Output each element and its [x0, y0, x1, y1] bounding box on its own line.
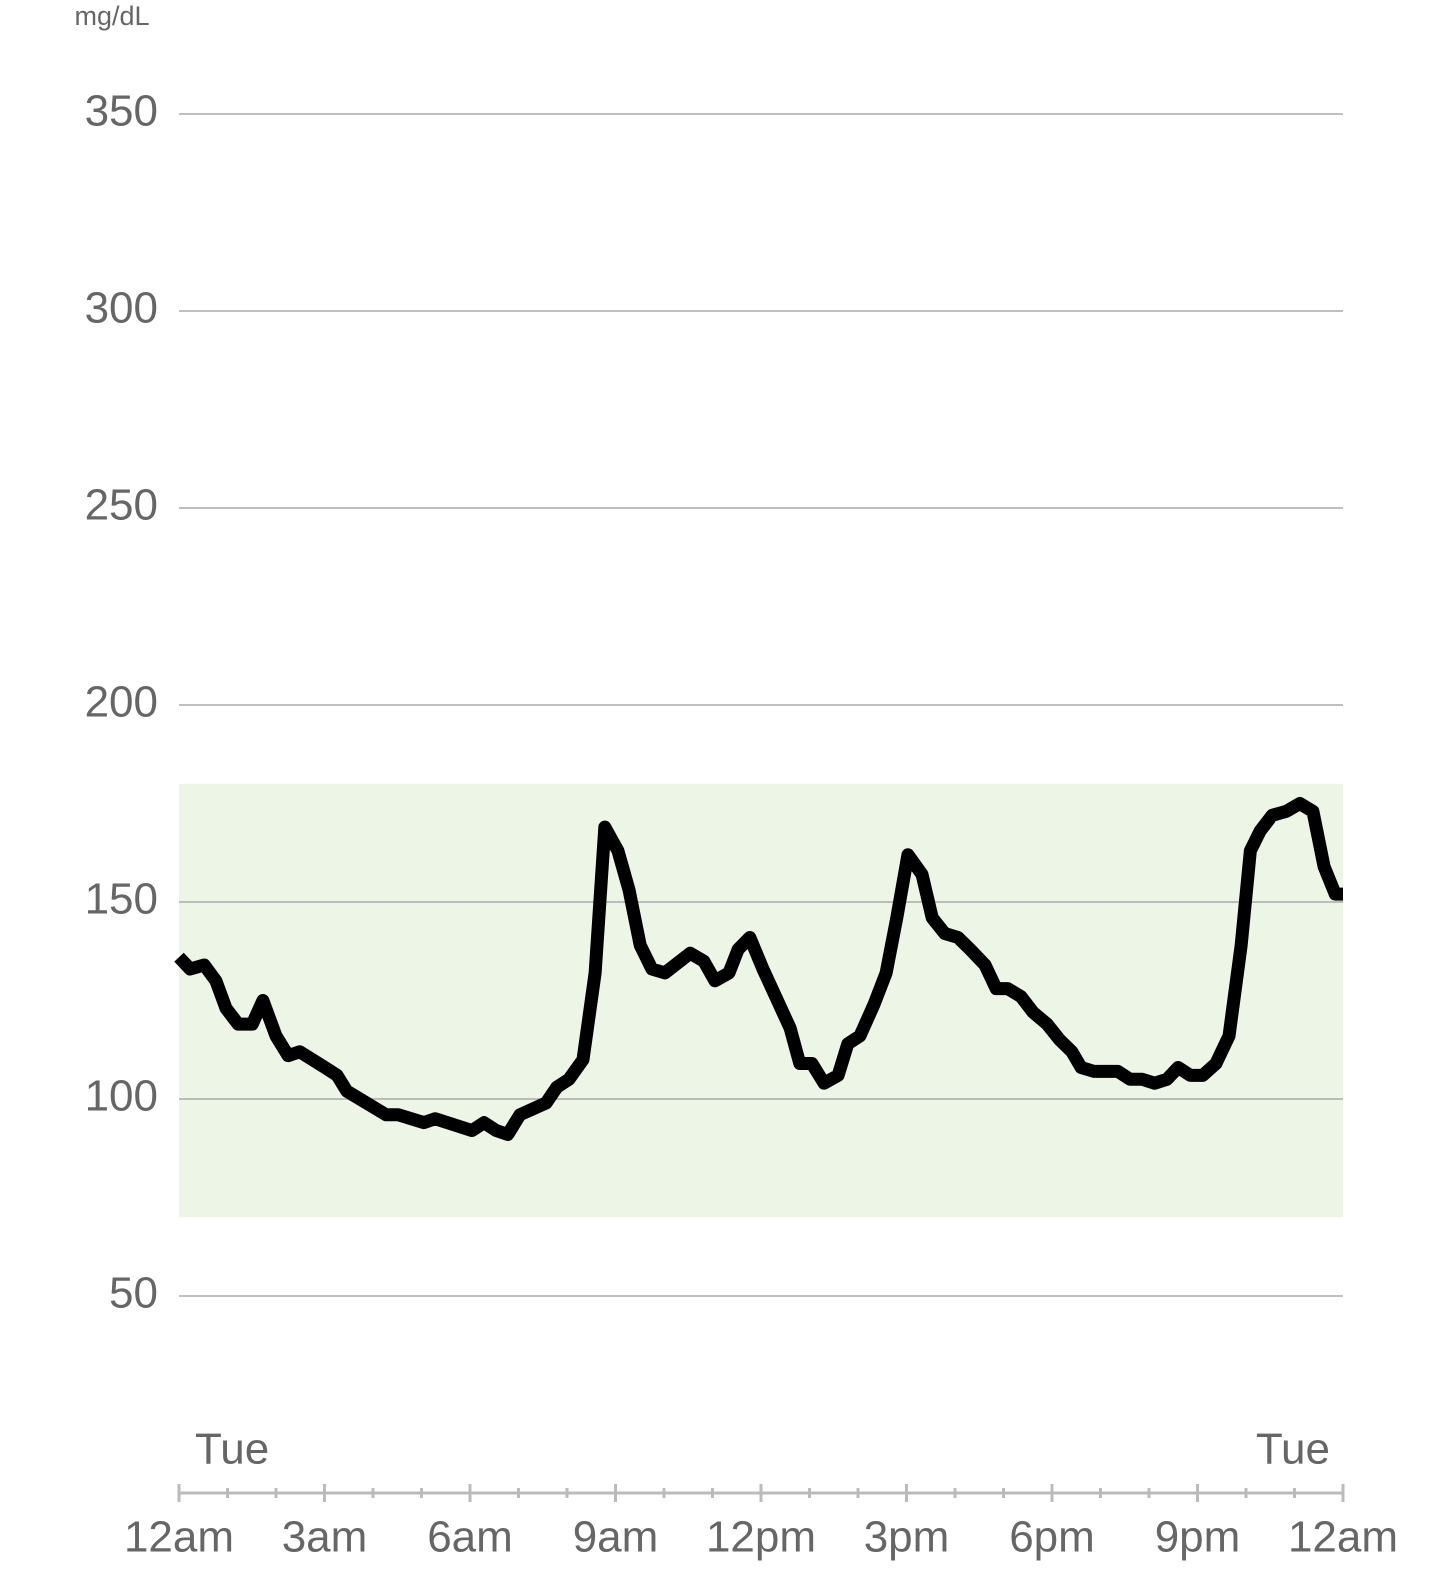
x-tick-label: 12am [124, 1513, 234, 1562]
x-tick-label: 12am [1288, 1513, 1398, 1562]
y-tick-label: 200 [85, 678, 158, 727]
x-tick-label: 6am [427, 1513, 513, 1562]
y-unit-label: mg/dL [74, 1, 149, 31]
x-tick-label: 6pm [1009, 1513, 1095, 1562]
y-tick-label: 50 [109, 1269, 158, 1318]
y-tick-label: 150 [85, 875, 158, 924]
y-tick-label: 250 [85, 481, 158, 530]
target-range [179, 783, 1343, 1218]
y-tick-label: 300 [85, 284, 158, 333]
x-tick-label: 9pm [1155, 1513, 1241, 1562]
glucose-line [174, 797, 1343, 1141]
day-label: Tue [1256, 1425, 1330, 1474]
y-tick-label: 100 [85, 1072, 158, 1121]
x-tick-label: 3pm [864, 1513, 950, 1562]
x-tick-label: 3am [282, 1513, 368, 1562]
x-tick-label: 9am [573, 1513, 659, 1562]
y-tick-label: 350 [85, 87, 158, 136]
day-label: Tue [195, 1425, 269, 1474]
x-tick-label: 12pm [706, 1513, 816, 1562]
